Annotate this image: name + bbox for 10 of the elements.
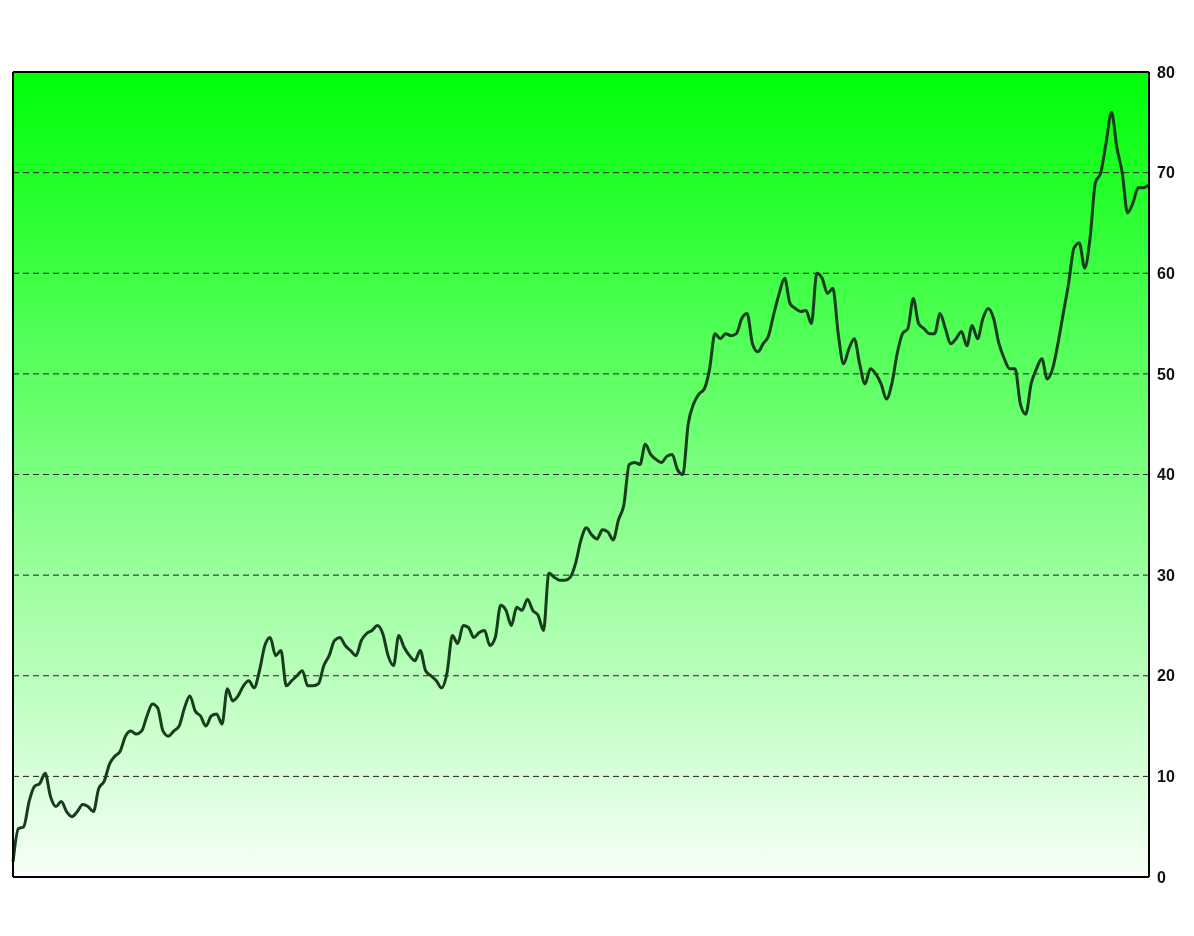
y-tick-label: 50	[1157, 365, 1175, 383]
line-series	[11, 110, 1151, 864]
y-tick-label: 40	[1157, 466, 1175, 484]
y-tick-label: 0	[1157, 868, 1166, 886]
y-tick-label: 30	[1157, 566, 1175, 584]
y-tick-label: 80	[1157, 63, 1175, 81]
y-tick-label: 70	[1157, 164, 1175, 182]
y-tick-label: 20	[1157, 667, 1175, 685]
y-tick-label: 60	[1157, 264, 1175, 282]
y-tick-label: 10	[1157, 768, 1175, 786]
